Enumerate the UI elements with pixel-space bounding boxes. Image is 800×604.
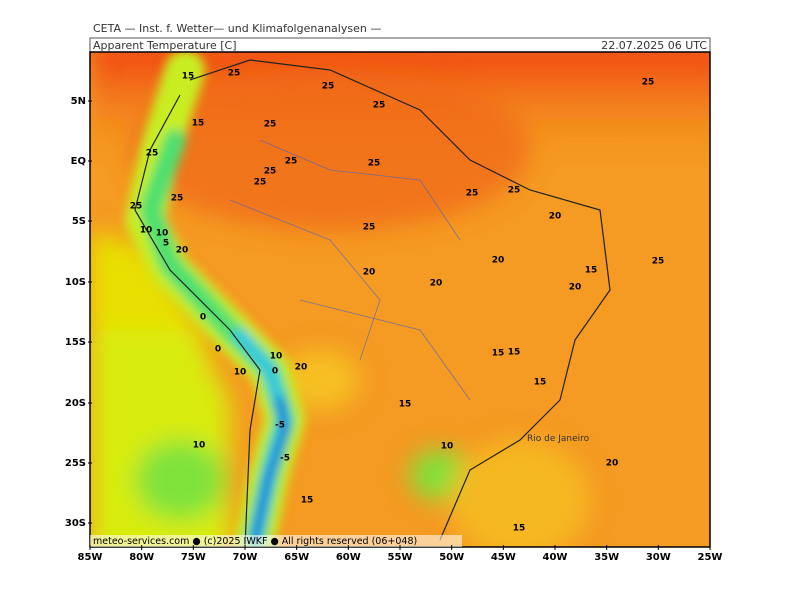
lat-label: 5N: [71, 96, 86, 107]
contour-label: 20: [295, 363, 308, 373]
contour-label: 20: [363, 268, 376, 278]
contour-label: 25: [264, 167, 277, 177]
datetime: 22.07.2025 06 UTC: [601, 39, 707, 52]
lon-label: 85W: [78, 552, 103, 563]
contour-label: 10: [140, 226, 153, 236]
contour-label: 15: [585, 266, 598, 276]
contour-label: 15: [301, 496, 314, 506]
institute: CETA — Inst. f. Wetter— und Klimafolgena…: [93, 22, 381, 35]
contour-label: 25: [368, 159, 381, 169]
contour-label: 10: [234, 368, 247, 378]
lon-label: 50W: [439, 552, 464, 563]
lon-label: 30W: [646, 552, 671, 563]
contour-label: 20: [176, 246, 189, 256]
contour-label: 0: [200, 313, 206, 323]
contour-label: -5: [275, 421, 285, 431]
footer-bg: [90, 535, 462, 547]
contour-label: 0: [215, 345, 221, 355]
contour-label: 15: [508, 348, 521, 358]
contour-label: 20: [606, 459, 619, 469]
contour-label: 15: [492, 349, 505, 359]
contour-label: 20: [569, 283, 582, 293]
contour-label: 25: [264, 120, 277, 130]
lat-label: 30S: [65, 518, 86, 529]
contour-label: 25: [130, 202, 143, 212]
map-title: Apparent Temperature [C]: [93, 39, 237, 52]
contour-label: 25: [171, 194, 184, 204]
contour-label: 20: [492, 256, 505, 266]
lat-label: 20S: [65, 398, 86, 409]
contour-label: 15: [513, 524, 526, 534]
lon-label: 60W: [336, 552, 361, 563]
contour-label: 0: [272, 367, 278, 377]
contour-label: 10: [156, 229, 169, 239]
contour-label: 25: [652, 257, 665, 267]
contour-label: 10: [441, 442, 454, 452]
contour-label: 25: [466, 189, 479, 199]
lon-label: 70W: [233, 552, 258, 563]
contour-label: 15: [399, 400, 412, 410]
lon-label: 65W: [284, 552, 309, 563]
contour-label: 25: [642, 78, 655, 88]
footer: meteo-services.com ● (c)2025 IWKF ● All …: [93, 536, 417, 547]
contour-label: -5: [280, 454, 290, 464]
lat-label: 25S: [65, 458, 86, 469]
contour-label: 25: [228, 69, 241, 79]
lon-label: 35W: [594, 552, 619, 563]
lon-label: 25W: [698, 552, 723, 563]
contour-label: 10: [270, 352, 283, 362]
lon-label: 75W: [181, 552, 206, 563]
lat-label: 5S: [72, 216, 86, 227]
map-field: [90, 52, 710, 547]
contour-label: 25: [146, 149, 159, 159]
contour-label: 15: [192, 119, 205, 129]
lon-label: 40W: [543, 552, 568, 563]
rivers: [229, 139, 471, 401]
contour-label: 25: [322, 82, 335, 92]
lon-label: 80W: [129, 552, 154, 563]
contour-label: 20: [430, 279, 443, 289]
place-label: Rio de Janeiro: [527, 434, 590, 444]
coastline: [134, 59, 611, 547]
contour-label: 10: [193, 441, 206, 451]
contour-label: 15: [534, 378, 547, 388]
contour-label: 25: [373, 101, 386, 111]
lat-label: 10S: [65, 277, 86, 288]
lon-label: 45W: [491, 552, 516, 563]
contour-label: 25: [254, 178, 267, 188]
contour-label: 25: [363, 223, 376, 233]
lat-label: EQ: [71, 156, 86, 167]
contour-label: 15: [182, 72, 195, 82]
lat-label: 15S: [65, 337, 86, 348]
contour-label: 20: [549, 212, 562, 222]
lon-label: 55W: [388, 552, 413, 563]
contour-label: 5: [163, 239, 169, 249]
contour-label: 25: [285, 157, 298, 167]
contour-label: 25: [508, 186, 521, 196]
